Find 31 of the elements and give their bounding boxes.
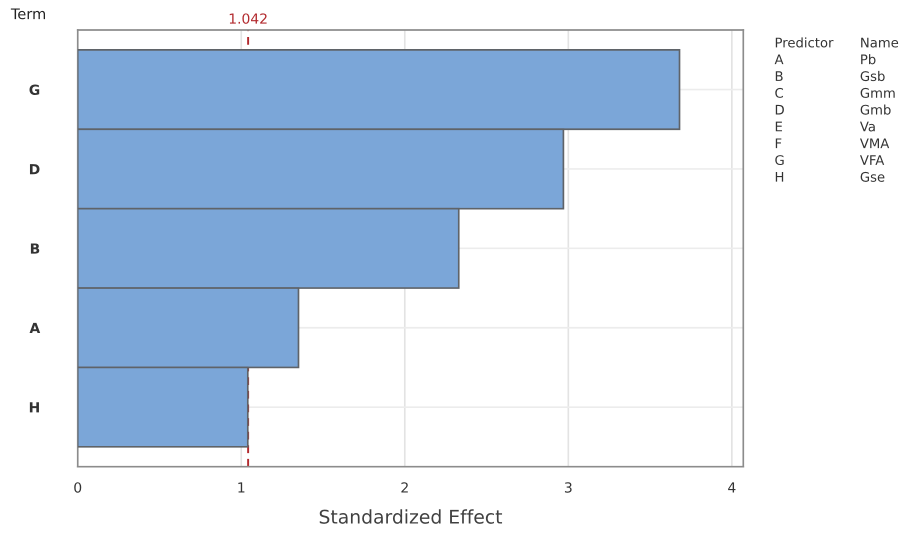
y-tick-label: G bbox=[30, 84, 40, 96]
x-tick-label: 3 bbox=[564, 482, 572, 493]
text: Gse bbox=[860, 172, 884, 182]
text: G bbox=[775, 155, 784, 166]
text: H bbox=[776, 172, 784, 182]
text: Va bbox=[860, 122, 875, 132]
y-tick-label: H bbox=[30, 402, 39, 412]
text: VMA bbox=[860, 138, 890, 148]
text: Name bbox=[861, 38, 898, 48]
ref-line-label: 1.042 bbox=[230, 13, 267, 24]
y-tick-label: B bbox=[30, 244, 40, 254]
text: B bbox=[776, 71, 783, 81]
x-axis-title: Standardized Effect bbox=[320, 509, 502, 524]
text: Gmb bbox=[860, 104, 891, 115]
x-tick-label: 2 bbox=[401, 482, 408, 493]
text: A bbox=[774, 54, 784, 64]
text: Gmm bbox=[860, 88, 895, 98]
text: Pb bbox=[861, 54, 876, 64]
text: E bbox=[776, 122, 782, 132]
text: Predictor bbox=[776, 37, 834, 48]
text: C bbox=[775, 88, 784, 98]
x-tick-label: 0 bbox=[74, 482, 82, 493]
x-tick-label: 1 bbox=[238, 482, 244, 493]
text: VFA bbox=[860, 155, 884, 165]
x-tick-label: 4 bbox=[728, 482, 736, 493]
text: Gsb bbox=[860, 70, 885, 82]
text: D bbox=[776, 104, 784, 115]
y-tick-label: A bbox=[30, 322, 40, 334]
y-axis-title: Term bbox=[10, 8, 46, 20]
text: F bbox=[776, 138, 782, 148]
y-tick-label: D bbox=[30, 164, 40, 174]
